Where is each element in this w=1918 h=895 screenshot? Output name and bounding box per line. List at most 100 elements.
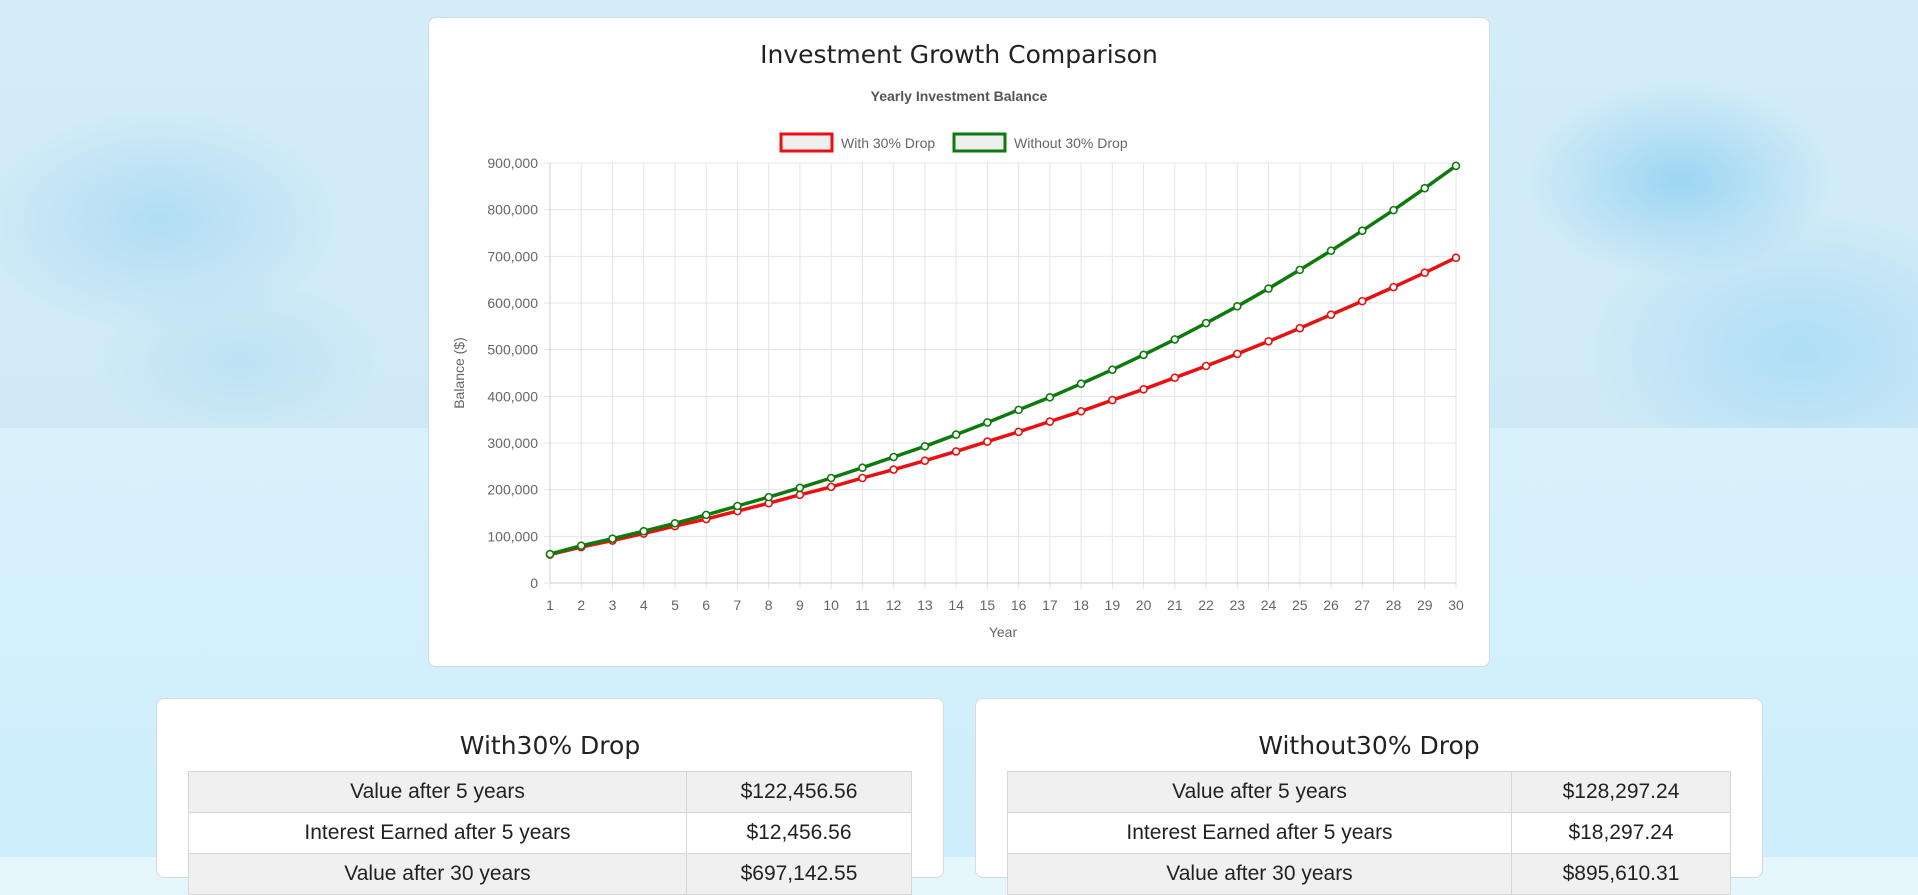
data-point	[1326, 246, 1336, 256]
data-point	[1170, 335, 1180, 344]
chart-card: Investment Growth Comparison 1 2 3 4 5 6 7 8 9 10…	[428, 17, 1490, 667]
chart-grid	[544, 162, 1457, 589]
data-point	[576, 541, 586, 550]
x-tick-label: 2	[577, 597, 585, 613]
data-point	[1014, 427, 1023, 437]
data-point	[1201, 318, 1211, 328]
table-row: Value after 5 years $122,456.56	[188, 771, 912, 813]
row-label: Value after 30 years	[188, 853, 687, 895]
data-point	[983, 437, 992, 446]
y-axis-title: Balance ($)	[451, 337, 467, 409]
x-tick-label: 8	[765, 597, 773, 613]
x-tick-label: 6	[702, 597, 710, 613]
data-point	[889, 452, 898, 462]
table-row: Interest Earned after 5 years $12,456.56	[188, 812, 912, 854]
row-value: $122,456.56	[686, 771, 912, 813]
data-point	[670, 518, 680, 528]
y-tick-label: 500,000	[487, 342, 538, 358]
data-point	[951, 430, 961, 439]
data-point	[1170, 373, 1180, 382]
data-point	[1014, 405, 1023, 415]
legend-item[interactable]: Without 30% Drop	[952, 132, 1128, 153]
data-point	[795, 490, 805, 500]
row-label: Value after 30 years	[1007, 853, 1512, 895]
x-tick-label: 7	[734, 597, 742, 613]
data-point	[733, 501, 742, 511]
row-label: Interest Earned after 5 years	[1007, 812, 1512, 854]
chart-series	[545, 161, 1461, 559]
data-point	[1201, 361, 1211, 371]
x-tick-label: 9	[796, 597, 804, 613]
data-point	[1295, 323, 1305, 333]
x-tick-label: 14	[948, 597, 964, 613]
data-point	[1295, 265, 1305, 275]
x-tick-label: 17	[1042, 597, 1058, 613]
x-tick-label: 12	[886, 597, 902, 613]
legend-swatch	[779, 132, 834, 153]
table-row: Value after 5 years $128,297.24	[1007, 771, 1731, 813]
x-tick-label: 1	[546, 597, 554, 613]
x-tick-label: 4	[640, 597, 648, 613]
x-tick-label: 23	[1230, 597, 1246, 613]
data-point	[1076, 406, 1086, 416]
chart-axes: 1 2 3 4 5 6 7 8 9 10 11 12 13 14 15 16 17 18 19 20 21 22 23 24 2…	[487, 155, 1464, 613]
data-point	[1233, 349, 1242, 359]
data-point	[858, 463, 867, 473]
x-tick-label: 24	[1261, 597, 1277, 613]
x-tick-label: 10	[823, 597, 839, 613]
data-point	[1045, 417, 1055, 426]
data-point	[920, 456, 930, 466]
data-point	[858, 473, 867, 483]
x-tick-label: 27	[1354, 597, 1370, 613]
data-point	[639, 526, 649, 536]
data-point	[1389, 205, 1398, 215]
legend-swatch	[952, 132, 1007, 153]
y-tick-label: 100,000	[487, 528, 538, 544]
y-tick-label: 200,000	[487, 482, 538, 498]
data-point	[1326, 310, 1336, 319]
data-point	[1357, 226, 1367, 235]
data-point	[545, 549, 555, 559]
y-tick-label: 600,000	[487, 295, 538, 311]
data-point	[701, 510, 711, 520]
x-tick-label: 13	[917, 597, 933, 613]
y-tick-label: 800,000	[487, 202, 538, 218]
row-label: Interest Earned after 5 years	[188, 812, 687, 854]
legend-item[interactable]: With 30% Drop	[779, 132, 935, 153]
summary-card-without-drop: Without30% Drop Value after 5 years $128…	[975, 698, 1763, 895]
x-tick-label: 19	[1105, 597, 1121, 613]
data-point	[1139, 350, 1148, 360]
summary-table-without-drop: Value after 5 years $128,297.24 Interest…	[1007, 771, 1731, 895]
x-tick-label: 16	[1011, 597, 1027, 613]
data-point	[795, 483, 805, 493]
series-line	[548, 164, 1458, 556]
row-value: $895,610.31	[1511, 853, 1731, 895]
data-point	[1233, 301, 1242, 311]
x-tick-label: 20	[1136, 597, 1152, 613]
data-point	[1451, 161, 1461, 171]
x-tick-label: 5	[671, 597, 679, 613]
data-point	[1108, 395, 1117, 405]
y-tick-label: 400,000	[487, 388, 538, 404]
row-value: $12,456.56	[686, 812, 912, 854]
data-point	[1451, 253, 1461, 263]
chart-legend[interactable]: With 30% Drop Without 30% Drop	[779, 132, 1128, 153]
data-point	[826, 482, 836, 492]
x-tick-label: 25	[1292, 597, 1308, 613]
row-value: $128,297.24	[1511, 771, 1731, 813]
data-point	[920, 441, 930, 451]
data-point	[608, 534, 617, 543]
data-point	[1108, 365, 1117, 375]
data-point	[889, 465, 898, 474]
table-row: Value after 30 years $895,610.31	[1007, 853, 1731, 895]
chart-title: Yearly Investment Balance	[871, 88, 1048, 104]
x-tick-label: 18	[1073, 597, 1089, 613]
row-value: $18,297.24	[1511, 812, 1731, 854]
legend-label: With 30% Drop	[841, 135, 935, 151]
data-point	[1264, 284, 1273, 293]
summary-title-with-drop: With30% Drop	[459, 731, 641, 760]
y-tick-label: 700,000	[487, 248, 538, 264]
data-point	[1076, 379, 1086, 389]
x-tick-label: 26	[1323, 597, 1339, 613]
row-label: Value after 5 years	[1007, 771, 1512, 813]
